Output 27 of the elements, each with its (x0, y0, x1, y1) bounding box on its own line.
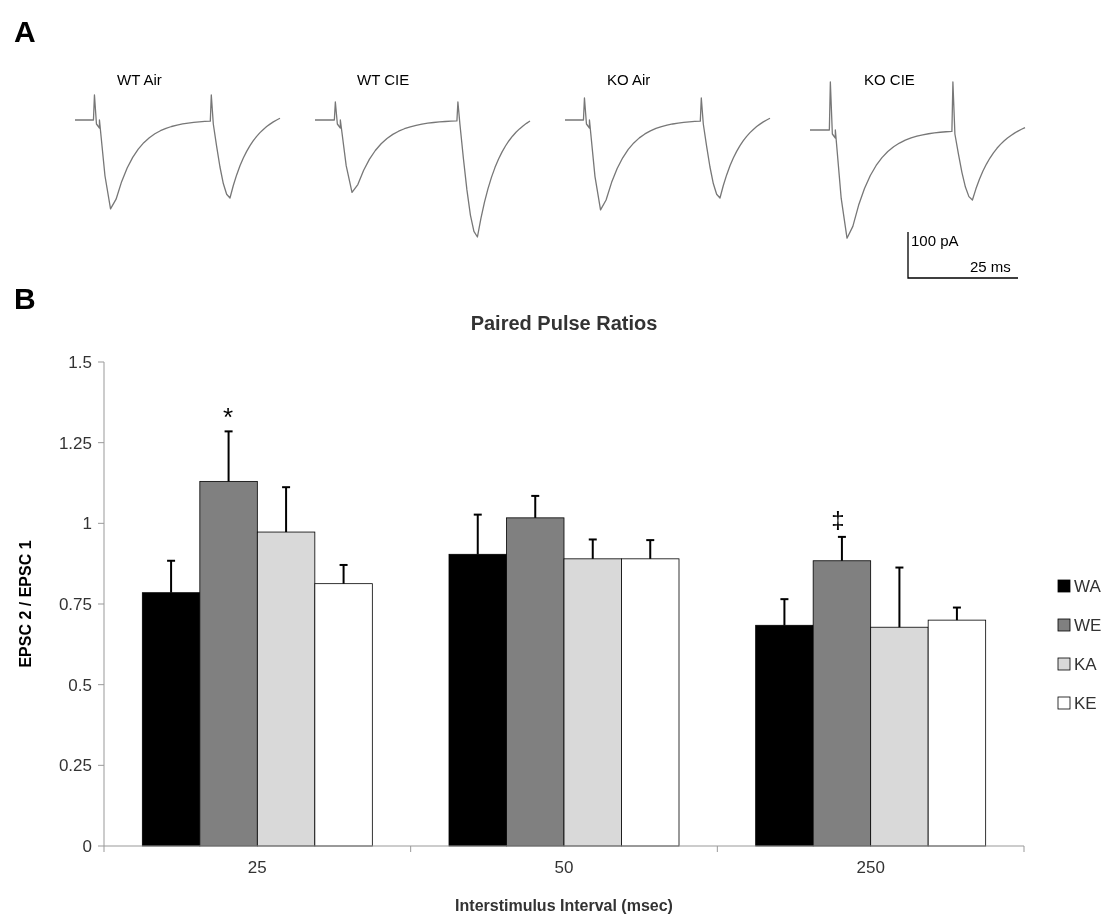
x-axis-title: Interstimulus Interval (msec) (455, 897, 673, 914)
y-tick-label: 0 (82, 836, 92, 856)
text: 25 ms (970, 258, 1011, 275)
legend-label: KE (1074, 693, 1097, 713)
x-tick-label: 50 (554, 858, 574, 877)
legend-label: KA (1074, 654, 1098, 674)
y-tick-label: 0.25 (58, 756, 92, 776)
annotation: * (222, 402, 234, 432)
chart-title: Paired Pulse Ratios (470, 312, 658, 334)
legend-label: WA (1074, 576, 1102, 596)
x-tick-label: 25 (247, 858, 267, 877)
text: 100 pA (911, 232, 959, 249)
annotation: ‡ (831, 506, 845, 533)
y-tick-label: 1.25 (58, 433, 92, 453)
text: WT Air (117, 71, 162, 88)
y-tick-label: 1.5 (68, 352, 92, 372)
y-axis-title: EPSC 2 / EPSC 1 (17, 540, 34, 668)
text: A (14, 15, 36, 48)
text: WT CIE (357, 71, 410, 88)
y-tick-label: 1 (82, 514, 92, 534)
text: B (14, 282, 36, 315)
text: KO Air (607, 71, 651, 88)
x-tick-label: 250 (856, 858, 885, 877)
text: KO CIE (864, 71, 915, 88)
y-tick-label: 0.5 (68, 675, 92, 695)
legend-label: WE (1074, 615, 1102, 635)
y-tick-label: 0.75 (58, 594, 92, 614)
